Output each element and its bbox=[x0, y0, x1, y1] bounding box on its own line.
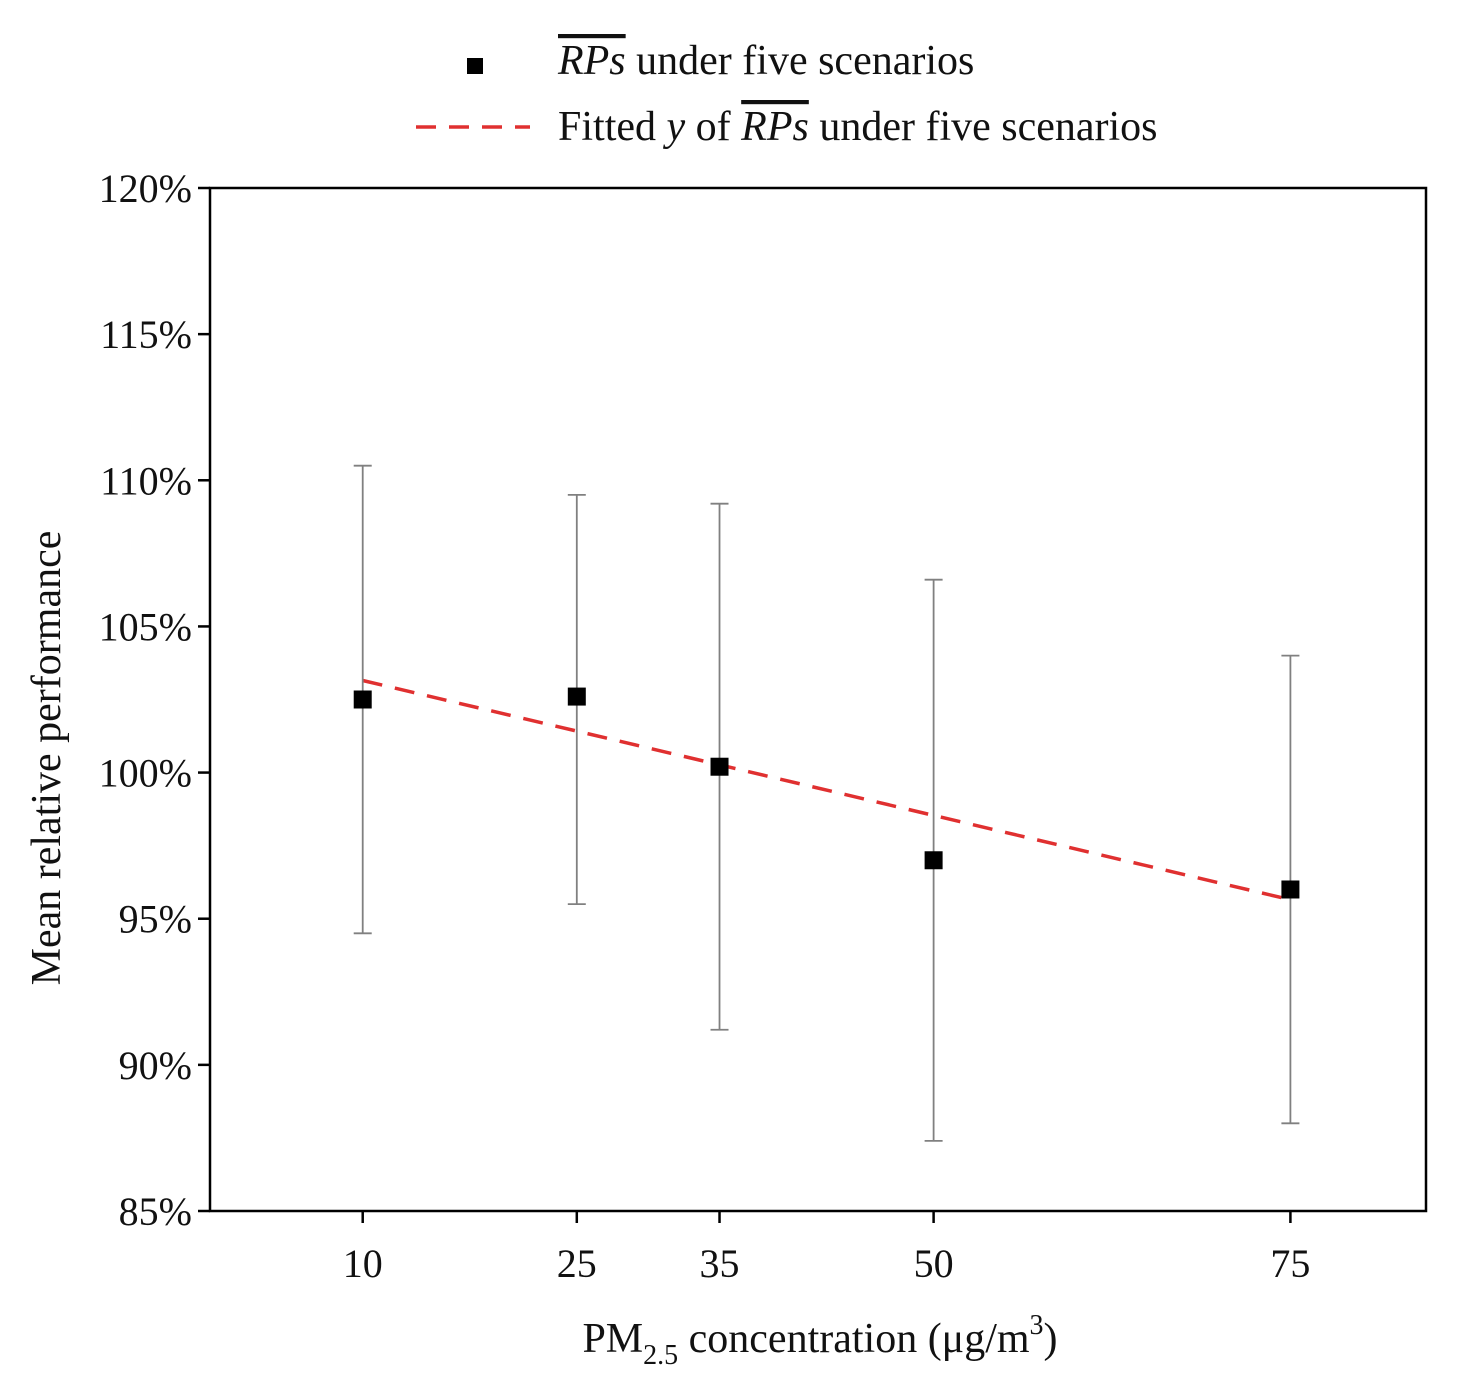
x-axis-label-suffix: ) bbox=[1044, 1316, 1058, 1362]
y-tick-label: 90% bbox=[119, 1043, 192, 1088]
legend-label-fit: Fitted y of RPs under five scenarios bbox=[558, 104, 1158, 150]
errorbar-layer bbox=[353, 464, 1300, 1142]
y-tick-label: 115% bbox=[100, 312, 192, 357]
legend-label-points: RPs under five scenarios bbox=[557, 38, 974, 84]
y-tick-label: 105% bbox=[99, 604, 192, 649]
x-axis-label-middle: concentration (μg/m bbox=[678, 1316, 1030, 1362]
legend-marker-points bbox=[467, 58, 483, 74]
y-tick-label: 110% bbox=[100, 458, 192, 503]
x-tick-label: 50 bbox=[914, 1241, 954, 1286]
y-tick-label: 100% bbox=[99, 751, 192, 796]
y-tick-label: 120% bbox=[99, 166, 192, 211]
data-point bbox=[353, 690, 372, 709]
legend-label-points-symbol: RPs bbox=[557, 38, 626, 84]
plot-frame bbox=[208, 186, 1428, 1213]
legend-label-fit-of: of bbox=[685, 104, 741, 150]
data-point bbox=[1281, 880, 1300, 899]
legend-label-points-text: under five scenarios bbox=[626, 38, 975, 84]
x-tick-label: 25 bbox=[557, 1241, 597, 1286]
x-tick-label: 35 bbox=[700, 1241, 740, 1286]
y-tick-label: 85% bbox=[119, 1189, 192, 1234]
x-axis-label-subscript: 2.5 bbox=[643, 1340, 678, 1371]
legend-label-fit-prefix: Fitted bbox=[558, 104, 667, 150]
legend-label-fit-text: under five scenarios bbox=[809, 104, 1158, 150]
x-axis: 10 25 35 50 75 bbox=[343, 1211, 1310, 1286]
fit-layer bbox=[362, 678, 1291, 902]
data-point bbox=[924, 851, 943, 870]
data-point bbox=[710, 757, 729, 776]
x-tick-label: 75 bbox=[1270, 1241, 1310, 1286]
fit-line bbox=[362, 678, 1291, 902]
y-axis-label: Mean relative performance bbox=[24, 531, 70, 986]
legend-label-fit-symbol: RPs bbox=[740, 104, 809, 150]
data-point bbox=[567, 687, 586, 706]
plot-area: 85% 90% 95% 100% 105% 110% 115% 120% 10 25 35 50 75 bbox=[99, 166, 1428, 1286]
legend-label-fit-variable: y bbox=[663, 104, 686, 150]
x-axis-label: PM2.5 concentration (μg/m3) bbox=[582, 1310, 1057, 1371]
x-axis-label-superscript: 3 bbox=[1030, 1310, 1044, 1341]
point-layer bbox=[353, 687, 1300, 899]
y-tick-label: 95% bbox=[119, 897, 192, 942]
x-axis-label-prefix: PM bbox=[582, 1316, 643, 1362]
x-tick-label: 10 bbox=[343, 1241, 383, 1286]
y-axis: 85% 90% 95% 100% 105% 110% 115% 120% bbox=[99, 166, 210, 1234]
